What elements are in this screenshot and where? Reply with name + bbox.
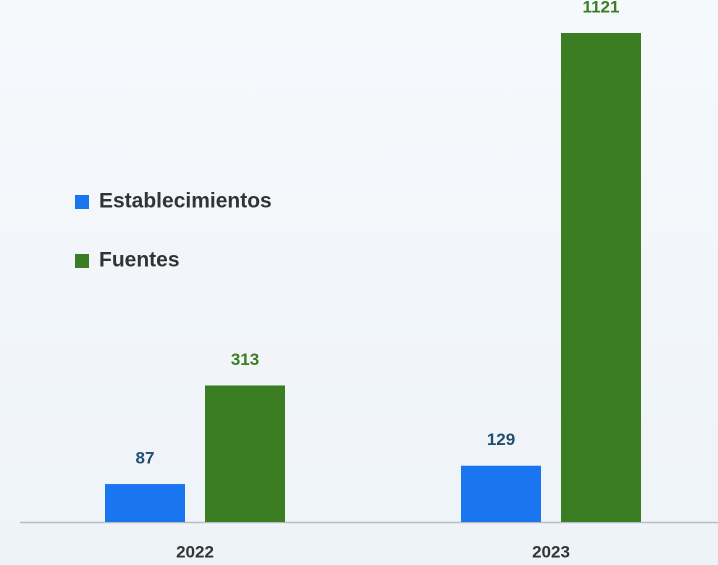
legend-label: Fuentes [99,249,180,272]
bar [461,465,541,522]
data-label: 129 [487,430,515,449]
data-label: 1121 [583,0,620,16]
data-label: 313 [231,350,259,369]
bar [105,484,185,522]
legend-label: Establecimientos [99,190,272,213]
x-tick-label: 2022 [176,542,214,561]
legend-swatch [75,195,89,209]
x-tick-label: 2023 [532,542,570,561]
data-label: 87 [136,449,155,468]
bar [205,385,285,522]
bar [561,33,641,522]
legend-swatch [75,254,89,268]
